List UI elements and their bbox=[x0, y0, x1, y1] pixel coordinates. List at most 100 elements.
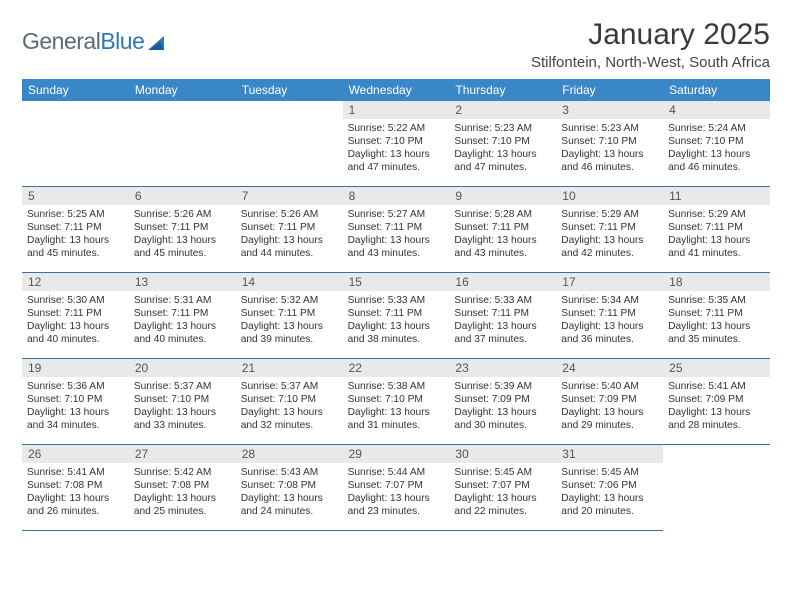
header: GeneralBlue January 2025 Stilfontein, No… bbox=[22, 18, 770, 71]
sunrise-line: Sunrise: 5:43 AM bbox=[241, 466, 338, 479]
sunrise-line: Sunrise: 5:40 AM bbox=[561, 380, 658, 393]
sunset-line: Sunset: 7:08 PM bbox=[27, 479, 124, 492]
sunset-line: Sunset: 7:10 PM bbox=[348, 135, 445, 148]
sunrise-line: Sunrise: 5:44 AM bbox=[348, 466, 445, 479]
daylight-line: Daylight: 13 hours and 26 minutes. bbox=[27, 492, 124, 518]
sunset-line: Sunset: 7:11 PM bbox=[561, 221, 658, 234]
sunset-line: Sunset: 7:10 PM bbox=[27, 393, 124, 406]
day-number: 31 bbox=[556, 445, 663, 463]
sunrise-line: Sunrise: 5:42 AM bbox=[134, 466, 231, 479]
day-info: Sunrise: 5:45 AMSunset: 7:07 PMDaylight:… bbox=[449, 463, 556, 522]
sunrise-line: Sunrise: 5:29 AM bbox=[668, 208, 765, 221]
day-info: Sunrise: 5:31 AMSunset: 7:11 PMDaylight:… bbox=[129, 291, 236, 350]
daylight-line: Daylight: 13 hours and 38 minutes. bbox=[348, 320, 445, 346]
sunrise-line: Sunrise: 5:25 AM bbox=[27, 208, 124, 221]
calendar-cell-empty: 0 bbox=[22, 101, 129, 187]
sunrise-line: Sunrise: 5:41 AM bbox=[27, 466, 124, 479]
daylight-line: Daylight: 13 hours and 47 minutes. bbox=[348, 148, 445, 174]
calendar-cell: 16Sunrise: 5:33 AMSunset: 7:11 PMDayligh… bbox=[449, 273, 556, 359]
calendar-cell: 19Sunrise: 5:36 AMSunset: 7:10 PMDayligh… bbox=[22, 359, 129, 445]
calendar-page: GeneralBlue January 2025 Stilfontein, No… bbox=[0, 0, 792, 549]
day-number: 22 bbox=[343, 359, 450, 377]
day-info: Sunrise: 5:29 AMSunset: 7:11 PMDaylight:… bbox=[663, 205, 770, 264]
daylight-line: Daylight: 13 hours and 33 minutes. bbox=[134, 406, 231, 432]
calendar-cell: 12Sunrise: 5:30 AMSunset: 7:11 PMDayligh… bbox=[22, 273, 129, 359]
daylight-line: Daylight: 13 hours and 37 minutes. bbox=[454, 320, 551, 346]
daylight-line: Daylight: 13 hours and 41 minutes. bbox=[668, 234, 765, 260]
calendar-cell: 2Sunrise: 5:23 AMSunset: 7:10 PMDaylight… bbox=[449, 101, 556, 187]
sunrise-line: Sunrise: 5:26 AM bbox=[134, 208, 231, 221]
sunrise-line: Sunrise: 5:27 AM bbox=[348, 208, 445, 221]
sunset-line: Sunset: 7:10 PM bbox=[454, 135, 551, 148]
day-of-week-header: Wednesday bbox=[343, 79, 450, 101]
calendar-cell: 26Sunrise: 5:41 AMSunset: 7:08 PMDayligh… bbox=[22, 445, 129, 531]
calendar-cell: 1 Sunrise: 5:22 AMSunset: 7:10 PMDaylight… bbox=[343, 101, 450, 187]
day-number: 7 bbox=[236, 187, 343, 205]
sunset-line: Sunset: 7:11 PM bbox=[27, 221, 124, 234]
calendar-cell: 18Sunrise: 5:35 AMSunset: 7:11 PMDayligh… bbox=[663, 273, 770, 359]
daylight-line: Daylight: 13 hours and 43 minutes. bbox=[454, 234, 551, 260]
day-number: 3 bbox=[556, 101, 663, 119]
day-info: Sunrise: 5:43 AMSunset: 7:08 PMDaylight:… bbox=[236, 463, 343, 522]
daylight-line: Daylight: 13 hours and 45 minutes. bbox=[27, 234, 124, 260]
day-info: Sunrise: 5:29 AMSunset: 7:11 PMDaylight:… bbox=[556, 205, 663, 264]
day-of-week-header: Monday bbox=[129, 79, 236, 101]
day-info: Sunrise: 5:40 AMSunset: 7:09 PMDaylight:… bbox=[556, 377, 663, 436]
brand-name: GeneralBlue bbox=[22, 28, 144, 55]
brand-name-part1: General bbox=[22, 28, 100, 54]
sunset-line: Sunset: 7:11 PM bbox=[27, 307, 124, 320]
daylight-line: Daylight: 13 hours and 34 minutes. bbox=[27, 406, 124, 432]
sunset-line: Sunset: 7:10 PM bbox=[348, 393, 445, 406]
day-number: 10 bbox=[556, 187, 663, 205]
calendar-cell: 28Sunrise: 5:43 AMSunset: 7:08 PMDayligh… bbox=[236, 445, 343, 531]
sunset-line: Sunset: 7:10 PM bbox=[668, 135, 765, 148]
day-number: 11 bbox=[663, 187, 770, 205]
sunrise-line: Sunrise: 5:39 AM bbox=[454, 380, 551, 393]
calendar-cell: 7Sunrise: 5:26 AMSunset: 7:11 PMDaylight… bbox=[236, 187, 343, 273]
day-number: 17 bbox=[556, 273, 663, 291]
sunset-line: Sunset: 7:10 PM bbox=[561, 135, 658, 148]
day-info: Sunrise: 5:37 AMSunset: 7:10 PMDaylight:… bbox=[129, 377, 236, 436]
day-number: 29 bbox=[343, 445, 450, 463]
day-info: Sunrise: 5:25 AMSunset: 7:11 PMDaylight:… bbox=[22, 205, 129, 264]
sunset-line: Sunset: 7:08 PM bbox=[134, 479, 231, 492]
calendar-cell: 27Sunrise: 5:42 AMSunset: 7:08 PMDayligh… bbox=[129, 445, 236, 531]
sunset-line: Sunset: 7:11 PM bbox=[348, 307, 445, 320]
calendar-cell: 15Sunrise: 5:33 AMSunset: 7:11 PMDayligh… bbox=[343, 273, 450, 359]
day-of-week-header: Friday bbox=[556, 79, 663, 101]
day-number: 24 bbox=[556, 359, 663, 377]
sunset-line: Sunset: 7:06 PM bbox=[561, 479, 658, 492]
calendar-cell: 21Sunrise: 5:37 AMSunset: 7:10 PMDayligh… bbox=[236, 359, 343, 445]
day-number: 1 bbox=[343, 101, 450, 119]
day-number: 23 bbox=[449, 359, 556, 377]
calendar-cell: 13Sunrise: 5:31 AMSunset: 7:11 PMDayligh… bbox=[129, 273, 236, 359]
sunrise-line: Sunrise: 5:38 AM bbox=[348, 380, 445, 393]
daylight-line: Daylight: 13 hours and 23 minutes. bbox=[348, 492, 445, 518]
sunset-line: Sunset: 7:09 PM bbox=[668, 393, 765, 406]
calendar-cell: 3Sunrise: 5:23 AMSunset: 7:10 PMDaylight… bbox=[556, 101, 663, 187]
day-info: Sunrise: 5:24 AMSunset: 7:10 PMDaylight:… bbox=[663, 119, 770, 178]
sunrise-line: Sunrise: 5:31 AM bbox=[134, 294, 231, 307]
month-title: January 2025 bbox=[531, 18, 770, 52]
day-number: 6 bbox=[129, 187, 236, 205]
sunset-line: Sunset: 7:11 PM bbox=[134, 221, 231, 234]
sunset-line: Sunset: 7:11 PM bbox=[454, 307, 551, 320]
sunrise-line: Sunrise: 5:22 AM bbox=[348, 122, 445, 135]
day-info: Sunrise: 5:42 AMSunset: 7:08 PMDaylight:… bbox=[129, 463, 236, 522]
calendar-cell: 31Sunrise: 5:45 AMSunset: 7:06 PMDayligh… bbox=[556, 445, 663, 531]
calendar-cell: 4Sunrise: 5:24 AMSunset: 7:10 PMDaylight… bbox=[663, 101, 770, 187]
day-number: 14 bbox=[236, 273, 343, 291]
day-info: Sunrise: 5:28 AMSunset: 7:11 PMDaylight:… bbox=[449, 205, 556, 264]
calendar-cell: 23Sunrise: 5:39 AMSunset: 7:09 PMDayligh… bbox=[449, 359, 556, 445]
sunset-line: Sunset: 7:09 PM bbox=[561, 393, 658, 406]
calendar-cell: 22Sunrise: 5:38 AMSunset: 7:10 PMDayligh… bbox=[343, 359, 450, 445]
daylight-line: Daylight: 13 hours and 46 minutes. bbox=[561, 148, 658, 174]
daylight-line: Daylight: 13 hours and 42 minutes. bbox=[561, 234, 658, 260]
sunrise-line: Sunrise: 5:45 AM bbox=[561, 466, 658, 479]
day-info: Sunrise: 5:26 AMSunset: 7:11 PMDaylight:… bbox=[129, 205, 236, 264]
day-number: 5 bbox=[22, 187, 129, 205]
day-info: Sunrise: 5:37 AMSunset: 7:10 PMDaylight:… bbox=[236, 377, 343, 436]
sunset-line: Sunset: 7:11 PM bbox=[241, 307, 338, 320]
day-info: Sunrise: 5:39 AMSunset: 7:09 PMDaylight:… bbox=[449, 377, 556, 436]
day-info: Sunrise: 5:27 AMSunset: 7:11 PMDaylight:… bbox=[343, 205, 450, 264]
